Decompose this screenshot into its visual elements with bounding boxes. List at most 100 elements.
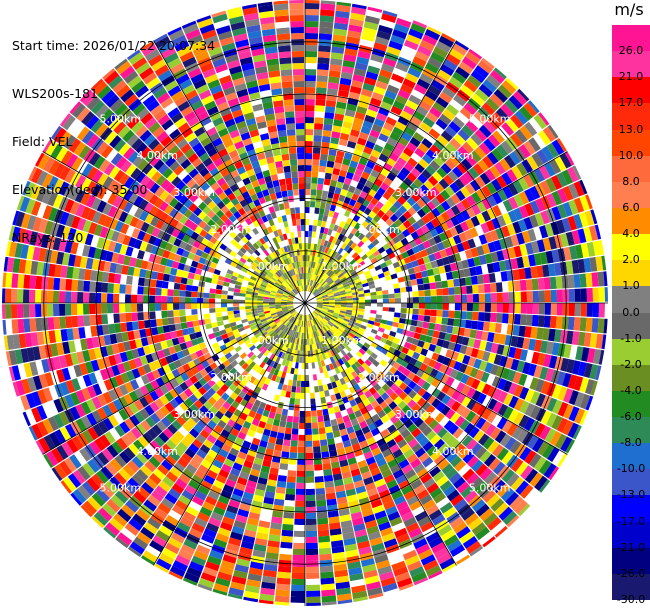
- range-gate: [440, 163, 452, 174]
- range-gate: [322, 340, 327, 347]
- range-gate: [107, 192, 118, 205]
- range-gate: [409, 254, 417, 262]
- range-gate: [487, 352, 497, 364]
- range-gate: [363, 289, 371, 294]
- range-gate: [460, 294, 467, 303]
- range-gate: [369, 97, 382, 107]
- range-gate: [328, 210, 335, 218]
- range-gate: [266, 263, 273, 270]
- range-gate: [331, 217, 337, 225]
- range-gate: [501, 469, 515, 483]
- range-gate: [280, 352, 286, 359]
- range-gate: [452, 427, 464, 439]
- range-gate: [377, 565, 393, 576]
- range-gate: [436, 295, 443, 303]
- range-gate: [453, 521, 468, 534]
- range-gate: [322, 384, 329, 391]
- range-gate: [342, 183, 350, 191]
- range-gate: [496, 292, 503, 303]
- range-gate: [313, 311, 319, 316]
- range-gate: [59, 316, 67, 329]
- range-gate: [254, 538, 268, 546]
- range-gate: [135, 142, 148, 155]
- range-gate: [497, 84, 513, 99]
- range-gate: [298, 314, 302, 321]
- range-gate: [306, 578, 320, 585]
- range-gate: [445, 247, 454, 257]
- range-gate: [164, 332, 172, 341]
- range-gate: [209, 308, 216, 313]
- range-gate: [388, 252, 396, 260]
- range-gate: [446, 451, 458, 463]
- range-gate: [585, 317, 593, 332]
- range-gate: [413, 577, 429, 586]
- range-gate: [328, 305, 335, 308]
- range-gate: [266, 417, 274, 425]
- range-gate: [403, 162, 414, 172]
- range-gate: [306, 261, 310, 268]
- range-gate: [460, 84, 475, 98]
- range-gate: [529, 185, 541, 200]
- range-gate: [315, 276, 320, 283]
- range-gate: [313, 129, 323, 136]
- range-gate: [191, 309, 198, 315]
- range-gate: [344, 237, 351, 245]
- range-gate: [287, 299, 294, 302]
- range-gate: [113, 121, 127, 135]
- range-gate: [74, 339, 82, 352]
- range-gate: [500, 487, 515, 502]
- range-gate: [150, 216, 160, 227]
- range-gate: [149, 194, 159, 205]
- range-gate: [119, 284, 126, 294]
- range-gate: [488, 273, 496, 283]
- range-gate: [475, 417, 487, 430]
- range-gate: [71, 435, 84, 451]
- range-gate: [496, 447, 509, 461]
- range-gate: [435, 316, 443, 324]
- range-gate: [318, 277, 323, 284]
- range-gate: [305, 260, 307, 267]
- range-gate: [490, 69, 505, 84]
- range-gate: [184, 218, 193, 228]
- range-gate: [376, 187, 386, 196]
- range-gate: [365, 456, 376, 466]
- range-gate: [318, 214, 324, 221]
- range-gate: [364, 519, 378, 529]
- range-gate: [548, 263, 556, 277]
- range-gate: [350, 179, 359, 188]
- range-gate: [538, 290, 545, 303]
- range-gate: [579, 393, 591, 410]
- range-gate: [239, 352, 247, 360]
- range-gate: [455, 40, 469, 51]
- range-gate: [292, 325, 297, 331]
- range-gate: [233, 235, 242, 243]
- range-gate: [101, 189, 113, 203]
- range-gate: [305, 380, 310, 387]
- range-gate: [341, 471, 352, 479]
- range-gate: [269, 252, 276, 260]
- range-gate: [342, 158, 351, 166]
- range-gate: [277, 279, 283, 285]
- range-gate: [274, 264, 281, 271]
- range-gate: [137, 303, 144, 312]
- range-gate: [174, 323, 182, 331]
- range-gate: [597, 271, 605, 287]
- range-gate: [65, 316, 73, 329]
- range-gate: [377, 272, 385, 279]
- range-gate: [36, 421, 49, 437]
- range-gate: [385, 116, 397, 127]
- range-gate: [336, 329, 343, 335]
- range-gate: [400, 544, 415, 555]
- range-gate: [42, 402, 53, 418]
- range-gate: [339, 312, 346, 316]
- range-gate: [478, 83, 493, 98]
- range-gate: [287, 379, 293, 386]
- range-gate: [373, 42, 388, 52]
- range-gate: [358, 299, 365, 303]
- range-gate: [197, 211, 207, 220]
- range-gate: [426, 430, 437, 441]
- range-gate: [308, 237, 312, 244]
- range-gate: [135, 125, 148, 138]
- range-gate: [28, 289, 36, 303]
- range-gate: [567, 166, 579, 183]
